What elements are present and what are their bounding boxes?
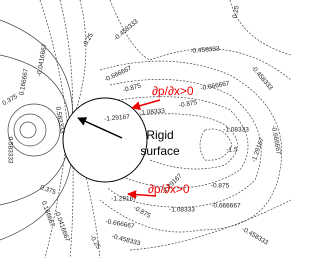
arrow xyxy=(131,99,161,111)
contour-label: -0.875 xyxy=(132,205,152,220)
contour-label: -0.666667 xyxy=(103,65,133,84)
annotation: ∂p/∂x>0 xyxy=(152,84,194,98)
contour-label: -1.29167 xyxy=(104,114,131,123)
contour-label: -0.875 xyxy=(178,99,198,109)
contour-label: -1.29167 xyxy=(111,196,137,203)
contour-label: -0.666667 xyxy=(105,218,135,230)
contour-label: -0.458333 xyxy=(111,233,141,247)
contour-label: -0.25 xyxy=(88,234,102,251)
annotation: ∂p/∂x>0 xyxy=(148,182,190,196)
contour-label: 0.375 xyxy=(1,93,19,107)
contour-label: 0.583333 xyxy=(6,136,13,163)
contour-label: -0.666667 xyxy=(200,80,230,92)
arrow xyxy=(127,190,157,200)
annotation: surface xyxy=(140,144,180,158)
annotation: Rigid xyxy=(146,128,173,142)
contour-label: -0.458333 xyxy=(240,226,269,247)
contour-label: -0.0416667 xyxy=(36,43,49,77)
contour-label: 0.166667 xyxy=(18,68,30,96)
contour-label: -0.666667 xyxy=(270,125,282,155)
contour-label: -1.29167 xyxy=(251,136,266,163)
contour-label: -1.08333 xyxy=(169,207,195,214)
contour-label: 0.25 xyxy=(232,5,241,19)
contour-label: -0.458333 xyxy=(113,18,140,42)
contour-label: -1.5 xyxy=(226,147,238,154)
contour-label: 0.375 xyxy=(39,184,57,196)
contour-label: 0.583333 xyxy=(54,106,66,134)
contour-label: -0.875 xyxy=(122,82,142,94)
contour-label: -0.666667 xyxy=(211,203,241,210)
arrow xyxy=(77,117,123,139)
contour-label: -0.25 xyxy=(81,32,95,49)
contour-label: -0.458333 xyxy=(190,45,220,55)
contour-label: -0.875 xyxy=(211,183,230,190)
contour-plot: -0.0416667 0.166667 -0.25 -0.458333 0.25 -0.4… xyxy=(0,0,291,258)
contour-label: -0.458333 xyxy=(250,65,274,92)
contour-label: -0.0416667 xyxy=(53,209,71,243)
contour-label: -1.08333 xyxy=(223,127,249,134)
contour-label: -1.08333 xyxy=(139,108,166,117)
